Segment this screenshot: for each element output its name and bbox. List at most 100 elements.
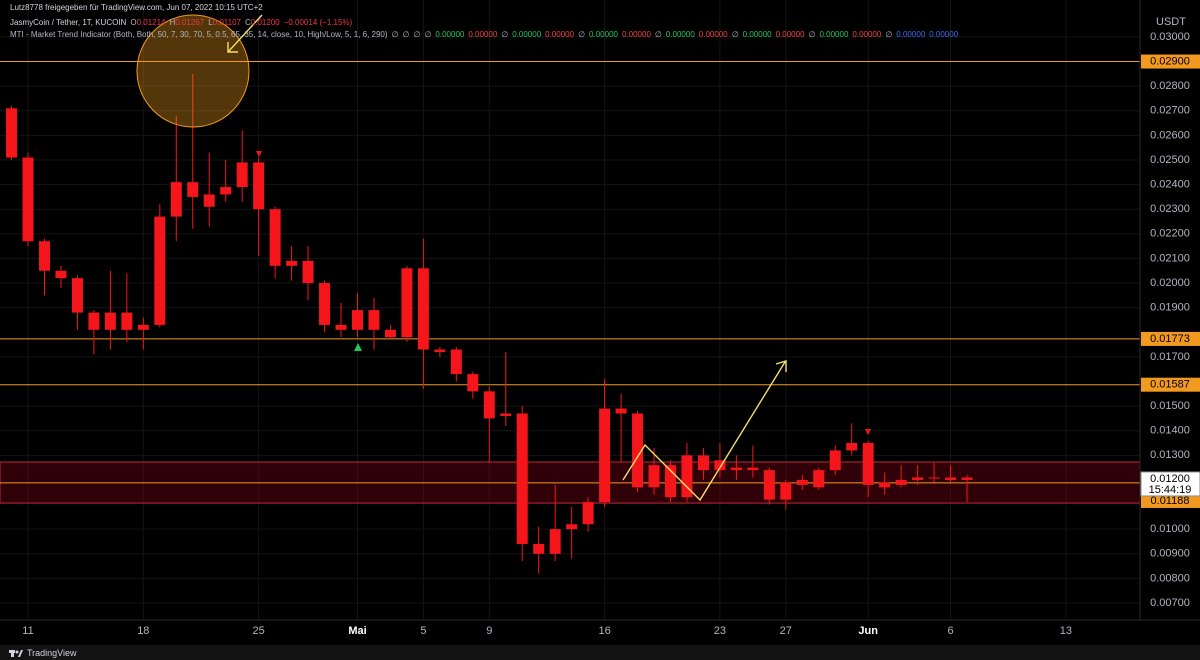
candle-body xyxy=(599,408,611,503)
y-tick-label: 0.01000 xyxy=(1150,523,1190,535)
candle-body xyxy=(38,241,50,271)
x-tick-label: Jun xyxy=(858,625,878,637)
x-tick-label: Mai xyxy=(348,625,366,637)
candle-body xyxy=(302,260,314,284)
candle-body xyxy=(269,209,281,266)
x-tick-label: 13 xyxy=(1060,625,1072,637)
last-price-label: 0.01200 xyxy=(1150,473,1190,485)
candle-body xyxy=(286,260,298,266)
candle-body xyxy=(681,455,693,498)
indicator-value: ∅ xyxy=(402,30,410,39)
ohlc-item: H0.01267 xyxy=(170,18,205,27)
candle-body xyxy=(88,312,100,330)
y-tick-label: 0.02400 xyxy=(1150,179,1190,191)
candle-body xyxy=(533,543,545,554)
y-tick-label: 0.02100 xyxy=(1150,252,1190,264)
candle-body xyxy=(220,187,232,195)
ohlc-item: C0.01200 xyxy=(245,18,280,27)
candle-body xyxy=(549,529,561,554)
candle-body xyxy=(417,268,429,350)
signal-up xyxy=(354,343,362,351)
indicator-value: 0.00000 xyxy=(545,30,575,39)
indicator-value: ∅ xyxy=(391,30,399,39)
highlight-circle xyxy=(136,14,250,128)
candle-body xyxy=(71,278,83,313)
indicator-value: 0.00000 xyxy=(665,30,695,39)
indicator-value: 0.00000 xyxy=(852,30,882,39)
signal-down xyxy=(865,429,871,435)
ohlc-value: 0.01200 xyxy=(250,18,280,27)
level-label: 0.01773 xyxy=(1150,333,1190,345)
candle-body xyxy=(747,467,759,471)
candle-body xyxy=(714,460,726,471)
arrow-annotation xyxy=(227,14,263,53)
candle-body xyxy=(6,108,18,158)
candle-body xyxy=(829,450,841,471)
y-tick-label: 0.01300 xyxy=(1150,449,1190,461)
zigzag-annotation xyxy=(622,360,787,502)
y-tick-label: 0.01700 xyxy=(1150,351,1190,363)
symbol-legend: JasmyCoin / Tether, 1T, KUCOIN O0.01214 H0… xyxy=(10,18,356,27)
candle-body xyxy=(104,312,116,330)
candle-body xyxy=(55,270,67,279)
last-price-box xyxy=(1140,471,1200,497)
ohlc-key: H xyxy=(169,18,176,27)
candle-body xyxy=(351,310,363,330)
y-tick-label: 0.02000 xyxy=(1150,277,1190,289)
x-tick-label: 25 xyxy=(253,625,265,637)
ohlc-value: 0.01267 xyxy=(175,18,205,27)
x-tick-label: 6 xyxy=(947,625,953,637)
indicator-value: 0.00000 xyxy=(775,30,805,39)
candles xyxy=(6,73,973,574)
indicator-value: 0.00000 xyxy=(512,30,542,39)
level-label-box xyxy=(1141,331,1200,346)
x-tick-label: 9 xyxy=(486,625,492,637)
background xyxy=(0,0,1200,645)
indicator-value: ∅ xyxy=(424,30,432,39)
level-label: 0.01188 xyxy=(1151,495,1190,507)
candle-body xyxy=(780,482,792,500)
y-tick-label: 0.01400 xyxy=(1150,425,1190,437)
candle-body xyxy=(335,324,347,330)
chart: USDT 0.03000 0.02800 0.02700 0.02600 0.02500… xyxy=(0,0,1200,645)
indicator-legend: MTI - Market Trend Indicator (Both, Both… xyxy=(10,30,962,39)
y-tick-label: 0.02500 xyxy=(1150,154,1190,166)
footer: TradingView xyxy=(0,645,1200,660)
ohlc-item: L0.01107 xyxy=(208,18,241,27)
y-tick-label: 0.00700 xyxy=(1150,597,1190,609)
countdown-label: 15:44:19 xyxy=(1149,484,1192,496)
level-label-box xyxy=(1141,493,1200,508)
x-tick-label: 23 xyxy=(714,625,726,637)
level-label-box xyxy=(1141,54,1200,69)
candle-body xyxy=(154,216,166,325)
grid xyxy=(0,0,1141,620)
brand: TradingView xyxy=(27,647,77,658)
y-tick-label: 0.01500 xyxy=(1150,400,1190,412)
candle-body xyxy=(697,455,709,471)
candle-body xyxy=(895,479,907,485)
indicator-value: 0.00000 xyxy=(896,30,926,39)
ohlc-value: 0.01214 xyxy=(136,18,166,27)
x-tick-label: 18 xyxy=(137,625,149,637)
candle-body xyxy=(763,470,775,500)
candle-body xyxy=(384,329,396,338)
y-tick-label: 0.02600 xyxy=(1150,129,1190,141)
candle-body xyxy=(796,479,808,485)
candle-body xyxy=(648,465,660,488)
logo xyxy=(9,649,23,657)
indicator-value: 0.00000 xyxy=(819,30,849,39)
indicator-value: ∅ xyxy=(885,30,893,39)
candle-body xyxy=(467,374,479,392)
y-tick-label: 0.02700 xyxy=(1150,105,1190,117)
candle-body xyxy=(615,408,627,414)
ohlc-key: L xyxy=(208,18,213,27)
candle-body xyxy=(945,477,957,480)
candle-body xyxy=(401,268,413,338)
axes: 0.03000 0.02800 0.02700 0.02600 0.02500 0.024… xyxy=(22,31,1200,637)
indicator-value: 0.00000 xyxy=(589,30,618,39)
y-tick-label: 0.01900 xyxy=(1150,302,1190,314)
indicator-value: ∅ xyxy=(413,30,421,39)
candle-body xyxy=(879,482,891,488)
candle-body xyxy=(319,283,331,325)
